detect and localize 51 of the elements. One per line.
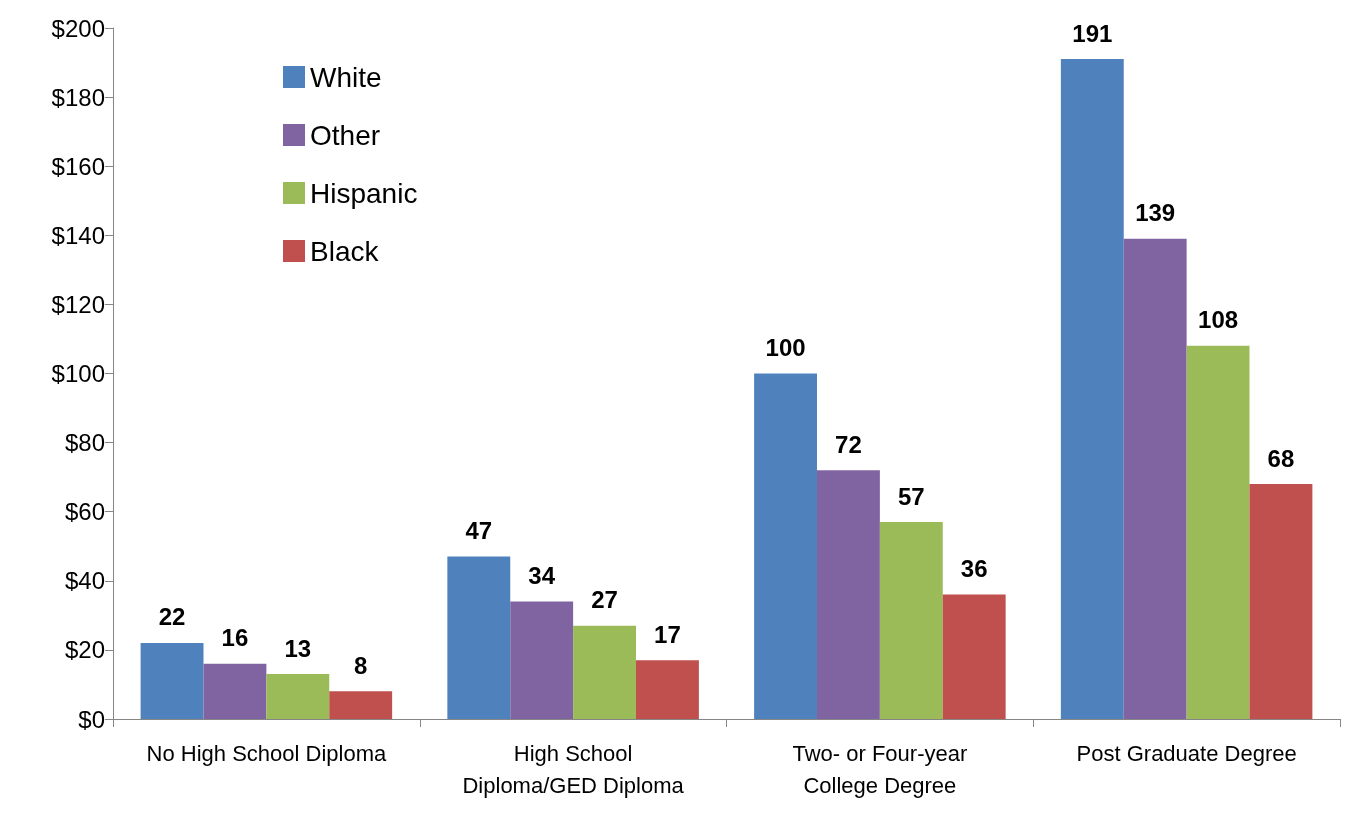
y-tick-label: $140 [51,221,105,249]
data-label: 13 [284,634,312,662]
bar [266,674,330,719]
bar [879,522,943,719]
bar [447,556,511,719]
y-tick-label: $200 [51,14,105,42]
data-label: 22 [158,603,186,631]
x-tick-label: High School Diploma/GED Diploma [462,740,685,798]
bar [140,642,204,719]
y-tick-label: $40 [64,567,105,595]
bar [1060,59,1124,719]
data-label: 72 [835,430,862,458]
data-label: 139 [1135,199,1176,227]
bar [816,470,880,719]
bar [573,625,637,719]
data-label: 16 [221,624,249,652]
y-tick-label: $0 [78,705,105,733]
y-tick-label: $100 [51,360,105,387]
data-label: 100 [765,334,806,361]
bar [1123,238,1187,719]
bar [754,373,817,719]
bar [329,691,393,719]
y-tick-label: $180 [51,83,105,111]
data-label: 8 [354,651,368,679]
bar [1249,484,1313,719]
x-tick-label: No High School Diploma [146,740,387,766]
data-label: 57 [897,482,925,510]
bar [203,663,267,719]
y-tick-label: $20 [64,636,105,664]
data-label: 191 [1072,19,1113,47]
x-tick-label: Post Graduate Degree [1076,740,1297,766]
y-tick-label: $160 [51,152,105,180]
legend-label: White [310,61,382,93]
y-tick-label: $60 [64,498,105,526]
bar [1186,345,1250,719]
bar [510,601,574,719]
bar [942,594,1006,719]
data-label: 68 [1267,444,1295,472]
data-label: 17 [654,620,681,648]
data-label: 34 [528,562,556,590]
data-label: 36 [960,555,988,583]
data-label: 47 [465,517,493,545]
x-tick-label: Two- or Four-year College Degree [792,740,968,798]
legend-label: Other [310,119,381,151]
legend-label: Hispanic [310,177,418,209]
data-label: 27 [591,586,618,614]
legend-label: Black [310,235,380,267]
y-tick-label: $120 [51,290,105,318]
data-label: 108 [1198,306,1239,334]
bar [636,660,699,719]
y-tick-label: $80 [64,429,105,457]
